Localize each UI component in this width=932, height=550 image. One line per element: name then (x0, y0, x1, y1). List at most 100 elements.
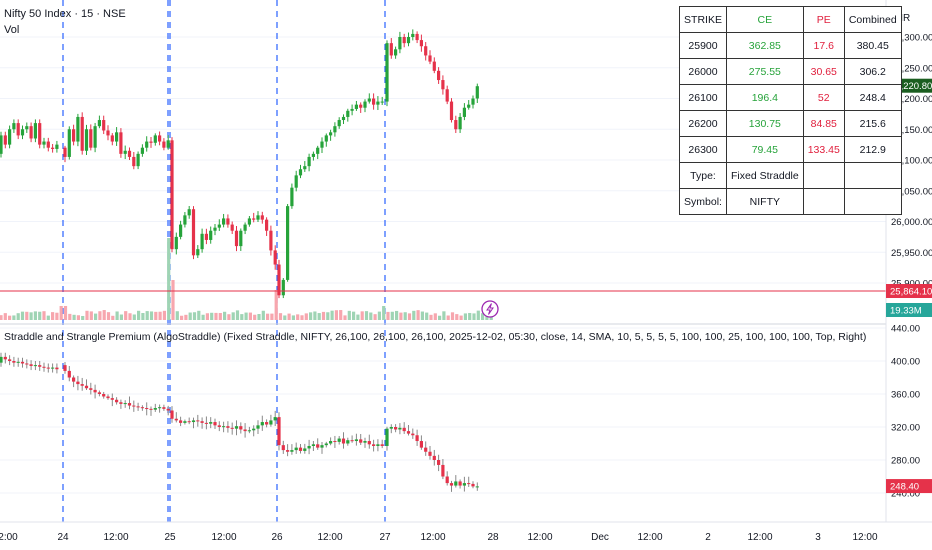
volume-bar (214, 312, 218, 320)
candle (191, 420, 196, 423)
candle (234, 230, 239, 247)
candle (76, 381, 80, 385)
candle (385, 43, 389, 102)
volume-bar (321, 311, 326, 320)
empty-cell (802, 162, 845, 189)
candle (0, 356, 3, 363)
volume-bar (235, 310, 240, 320)
volume-bar (287, 313, 291, 320)
candle (200, 233, 204, 250)
candle (273, 417, 277, 421)
candle (127, 403, 132, 406)
volume-bar (197, 310, 201, 320)
time-tick-label: 12:00 (747, 532, 772, 543)
candle (76, 116, 80, 142)
candle (247, 430, 251, 432)
volume-bar (137, 310, 141, 320)
candle (441, 464, 445, 477)
volume-bar (313, 311, 317, 320)
time-tick-label: 12:00 (317, 532, 342, 543)
candle (239, 426, 243, 430)
volume-bar (429, 314, 433, 320)
candle (467, 483, 471, 485)
time-tick-label: 12:00 (420, 532, 445, 543)
indicator-legend[interactable]: Straddle and Strangle Premium (AlgoStrad… (4, 331, 867, 343)
candle (419, 441, 423, 448)
volume-bar (141, 313, 145, 320)
volume-bar (253, 314, 257, 320)
candle (454, 481, 458, 486)
time-tick-label: 12:00 (852, 532, 877, 543)
symbol-title[interactable]: Nifty 50 Index · 15 · NSE (4, 8, 126, 20)
volume-bar (412, 310, 416, 320)
candle (441, 80, 445, 90)
candle (63, 147, 67, 157)
strike-cell: 26300 (679, 136, 727, 163)
candle (458, 116, 462, 130)
volume-bar (102, 310, 106, 320)
header-combined: Combined (843, 6, 902, 33)
candle (33, 365, 37, 367)
lightning-icon[interactable] (481, 300, 499, 318)
candle (298, 169, 303, 176)
volume-bar (334, 310, 338, 320)
candle (119, 402, 123, 404)
candle (320, 445, 324, 448)
volume-bar (81, 315, 85, 320)
volume-bar (175, 311, 179, 320)
empty-cell (802, 188, 845, 215)
candle (303, 448, 307, 451)
volume-bar (390, 311, 394, 320)
price-tick-label: 26,200.00 (891, 94, 932, 105)
symbol-value: NIFTY (726, 188, 804, 215)
candle (123, 403, 127, 405)
candle (213, 422, 217, 426)
indicator-tick-label: 400.00 (891, 357, 920, 368)
empty-cell (843, 162, 902, 189)
candle (294, 447, 298, 451)
time-axis[interactable]: 2:00 24 12:00 25 12:00 26 12:00 27 12:00 28 12:00 D… (0, 532, 878, 543)
candle (29, 364, 33, 366)
volume-bar (145, 311, 149, 320)
volume-bar (468, 312, 472, 320)
volume-bar (46, 315, 50, 320)
candle (350, 108, 354, 111)
candle (55, 367, 59, 370)
candle (80, 116, 84, 151)
candle (376, 101, 380, 105)
candle (72, 129, 76, 142)
candle (8, 129, 12, 145)
time-tick-label: 12:00 (527, 532, 552, 543)
header-strike: STRIKE (679, 6, 727, 33)
volume-bar (364, 311, 369, 320)
volume-bar (231, 312, 235, 320)
candle (234, 426, 239, 429)
volume-bar (51, 312, 55, 320)
volume-bar (403, 312, 407, 320)
symbol-legend[interactable]: Nifty 50 Index · 15 · NSE Vol (4, 6, 126, 38)
header-ce: CE (726, 6, 804, 33)
candle (226, 426, 230, 428)
candle (273, 250, 277, 265)
candle (42, 366, 46, 368)
indicator-last-badge: 248.40 (890, 482, 919, 493)
indicator-axis[interactable]: 440.00 400.00 360.00 320.00 280.00 240.00 (891, 324, 920, 500)
candle (311, 444, 315, 446)
candle (183, 215, 187, 225)
volume-bar (89, 311, 93, 320)
candle (437, 460, 441, 465)
candle (394, 49, 398, 56)
candle (320, 141, 324, 148)
volume-bar (115, 311, 119, 320)
combined-cell: 306.2 (843, 58, 902, 85)
pe-cell: 133.45 (802, 136, 845, 163)
volume-bar (283, 315, 287, 320)
volume-bar (180, 315, 184, 320)
volume-bar (184, 314, 188, 320)
volume-bar (218, 313, 222, 320)
volume-bar (162, 310, 166, 320)
volume-label[interactable]: Vol (4, 24, 20, 36)
candle (222, 426, 226, 428)
strike-cell: 26100 (679, 84, 727, 111)
